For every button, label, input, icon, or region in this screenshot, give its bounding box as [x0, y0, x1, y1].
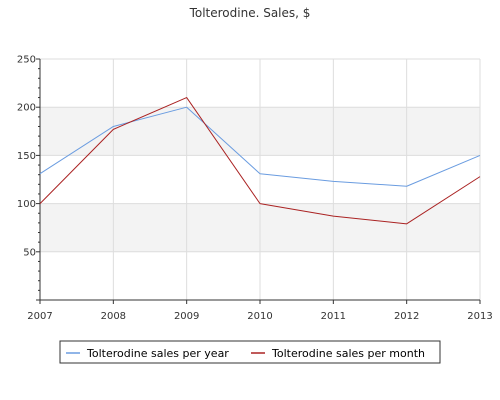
x-axis-ticks: 2007 2008 2009 2010 2011 2012 2013	[27, 300, 493, 322]
grid-lines	[40, 58, 481, 300]
x-tick-label: 2011	[321, 311, 346, 322]
y-tick-label: 200	[17, 103, 36, 114]
legend-box	[59, 340, 441, 364]
chart-title: Tolterodine. Sales, $	[189, 6, 311, 20]
series-lines	[39, 97, 481, 225]
axes	[36, 58, 480, 301]
x-tick-label: 2007	[27, 311, 52, 322]
series-line-year	[39, 106, 481, 187]
series-line-month	[39, 97, 481, 225]
legend-label-year: Tolterodine sales per year	[86, 347, 229, 360]
x-tick-label: 2009	[174, 311, 199, 322]
y-tick-label: 50	[23, 247, 36, 258]
x-tick-label: 2010	[247, 311, 272, 322]
y-tick-label: 100	[17, 199, 36, 210]
x-tick-label: 2008	[101, 311, 126, 322]
y-tick-label: 250	[17, 55, 36, 66]
legend: Tolterodine sales per year Tolterodine s…	[59, 340, 441, 364]
y-axis-ticks: 50 100 150 200 250	[17, 55, 36, 259]
x-tick-label: 2012	[394, 311, 419, 322]
y-tick-label: 150	[17, 151, 36, 162]
x-tick-label: 2013	[467, 311, 492, 322]
legend-label-month: Tolterodine sales per month	[271, 347, 425, 360]
